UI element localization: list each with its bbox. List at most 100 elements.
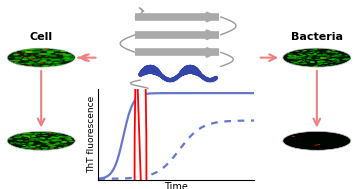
Ellipse shape: [25, 51, 33, 53]
Ellipse shape: [294, 56, 299, 58]
Ellipse shape: [325, 52, 328, 53]
Ellipse shape: [41, 139, 44, 140]
Ellipse shape: [30, 146, 36, 148]
Ellipse shape: [309, 54, 314, 56]
Ellipse shape: [135, 0, 146, 189]
Ellipse shape: [326, 57, 330, 58]
Ellipse shape: [26, 57, 31, 59]
X-axis label: Time: Time: [164, 182, 188, 189]
Ellipse shape: [310, 61, 315, 63]
Ellipse shape: [26, 136, 30, 137]
Ellipse shape: [57, 133, 62, 134]
Ellipse shape: [300, 63, 303, 64]
Ellipse shape: [27, 143, 31, 145]
Ellipse shape: [25, 146, 31, 148]
Ellipse shape: [37, 137, 42, 139]
Ellipse shape: [310, 61, 314, 62]
Ellipse shape: [64, 144, 67, 145]
Ellipse shape: [16, 53, 19, 54]
Ellipse shape: [324, 57, 327, 58]
Ellipse shape: [324, 57, 326, 58]
Ellipse shape: [290, 58, 293, 59]
Ellipse shape: [24, 132, 30, 134]
Ellipse shape: [47, 138, 49, 139]
Ellipse shape: [292, 136, 295, 137]
Ellipse shape: [314, 49, 318, 50]
Ellipse shape: [317, 144, 320, 145]
Ellipse shape: [24, 51, 31, 53]
Ellipse shape: [329, 64, 333, 65]
Ellipse shape: [302, 63, 307, 64]
Text: Bacteria: Bacteria: [291, 33, 343, 43]
Ellipse shape: [40, 60, 47, 62]
Ellipse shape: [39, 137, 45, 139]
Ellipse shape: [64, 57, 69, 59]
Ellipse shape: [10, 60, 14, 61]
Ellipse shape: [28, 58, 32, 59]
Ellipse shape: [331, 59, 334, 60]
Ellipse shape: [345, 58, 350, 60]
Ellipse shape: [37, 145, 41, 146]
Ellipse shape: [42, 53, 44, 54]
Ellipse shape: [345, 59, 349, 60]
Ellipse shape: [335, 53, 338, 54]
Ellipse shape: [306, 60, 310, 61]
Ellipse shape: [49, 55, 57, 57]
Ellipse shape: [37, 135, 40, 136]
Ellipse shape: [31, 59, 34, 60]
Ellipse shape: [47, 61, 53, 63]
Ellipse shape: [326, 50, 328, 51]
Ellipse shape: [303, 57, 306, 58]
Ellipse shape: [60, 61, 62, 62]
Ellipse shape: [55, 143, 61, 144]
Ellipse shape: [39, 53, 46, 55]
Ellipse shape: [48, 58, 52, 59]
Ellipse shape: [24, 62, 29, 63]
Ellipse shape: [44, 140, 50, 142]
Ellipse shape: [52, 65, 55, 66]
Ellipse shape: [14, 137, 18, 138]
Ellipse shape: [28, 57, 35, 58]
Ellipse shape: [312, 52, 315, 53]
Ellipse shape: [332, 56, 336, 57]
Ellipse shape: [30, 49, 36, 50]
Ellipse shape: [44, 142, 48, 143]
Ellipse shape: [41, 147, 47, 149]
Ellipse shape: [54, 146, 57, 147]
Ellipse shape: [334, 55, 338, 56]
Ellipse shape: [61, 142, 64, 143]
Ellipse shape: [36, 145, 40, 146]
Ellipse shape: [65, 137, 69, 138]
Ellipse shape: [283, 131, 351, 150]
Ellipse shape: [297, 56, 300, 57]
Ellipse shape: [39, 56, 42, 57]
Ellipse shape: [314, 52, 315, 53]
Ellipse shape: [328, 59, 332, 60]
Ellipse shape: [17, 140, 23, 141]
Ellipse shape: [33, 65, 38, 67]
Ellipse shape: [59, 60, 63, 61]
Ellipse shape: [330, 65, 334, 66]
Ellipse shape: [21, 63, 24, 64]
Ellipse shape: [45, 49, 48, 50]
Ellipse shape: [42, 50, 45, 51]
Ellipse shape: [318, 64, 322, 65]
Ellipse shape: [44, 53, 51, 55]
Ellipse shape: [55, 137, 60, 139]
Ellipse shape: [39, 141, 43, 142]
Ellipse shape: [29, 49, 35, 50]
Ellipse shape: [310, 62, 315, 63]
Ellipse shape: [47, 143, 49, 144]
Ellipse shape: [13, 54, 20, 56]
Ellipse shape: [64, 138, 70, 139]
Ellipse shape: [27, 63, 30, 64]
Ellipse shape: [343, 59, 346, 60]
Ellipse shape: [51, 65, 55, 66]
Ellipse shape: [291, 57, 296, 58]
Ellipse shape: [293, 58, 296, 59]
Ellipse shape: [59, 137, 61, 138]
Ellipse shape: [32, 140, 34, 141]
Ellipse shape: [316, 64, 320, 65]
Ellipse shape: [66, 59, 68, 60]
Ellipse shape: [339, 56, 341, 57]
